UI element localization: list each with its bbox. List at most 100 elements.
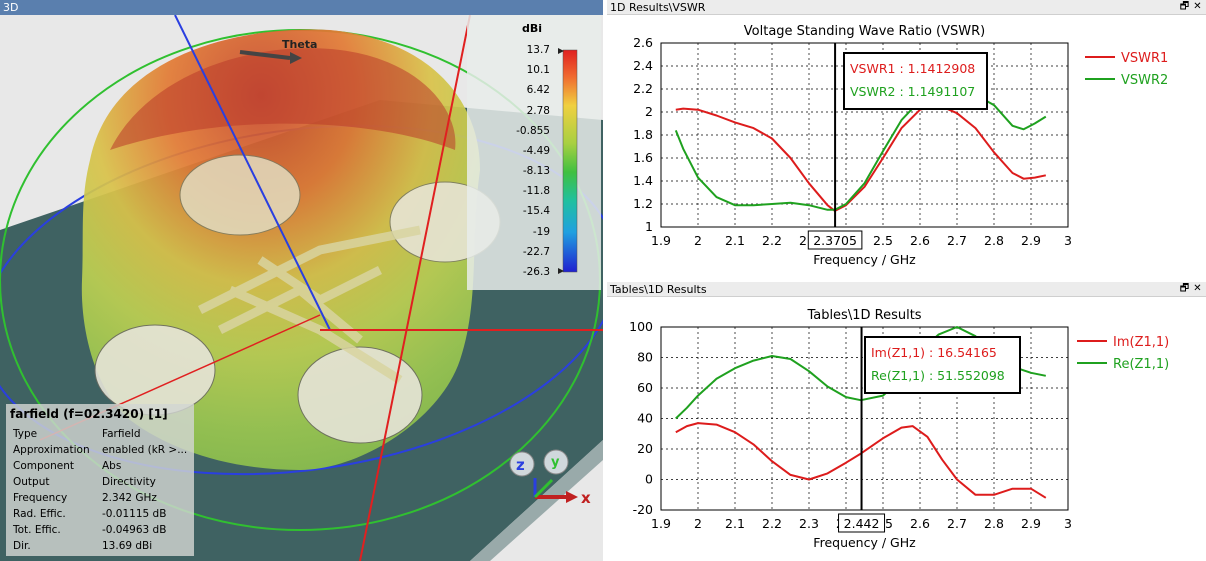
vswr-titlebar: 1D Results\VSWR 🗗 ✕	[607, 0, 1206, 15]
info-row-key: Tot. Effic.	[13, 524, 61, 536]
patch-element-1	[179, 154, 301, 236]
x-tick-label: 3	[1064, 516, 1072, 531]
colorbar	[562, 49, 578, 273]
triad-y-arrow	[533, 478, 554, 499]
3d-view-title: 3D	[3, 1, 19, 14]
theta-label: Theta	[282, 38, 317, 51]
marker-readout-text: VSWR1 : 1.1412908	[850, 61, 975, 76]
farfield-info-box: farfield (f=02.3420) [1] Type Farfield App…	[6, 404, 194, 556]
y-tick-label: 40	[637, 411, 653, 426]
info-row-value: Directivity	[102, 476, 156, 488]
x-tick-label: 2.1	[725, 516, 745, 531]
3d-view-panel[interactable]: 3D	[0, 0, 603, 561]
x-axis-label: Frequency / GHz	[813, 252, 916, 267]
y-tick-label: 1.2	[633, 196, 653, 211]
x-tick-label: 2.8	[984, 516, 1004, 531]
x-tick-label: 2	[694, 516, 702, 531]
info-row-value: 2.342 GHz	[102, 492, 157, 504]
info-row-value: -0.04963 dB	[102, 524, 167, 536]
red-axis-line	[359, 15, 471, 561]
z-axis-line	[174, 15, 331, 331]
farfield-lobe-top	[110, 48, 456, 150]
tables-restore-button[interactable]: 🗗	[1179, 283, 1190, 294]
legend-entry: VSWR1	[1121, 51, 1168, 66]
x-tick-label: 2.8	[984, 233, 1004, 248]
triad-z-bubble	[509, 451, 535, 477]
vswr-panel-title: 1D Results\VSWR	[610, 1, 706, 14]
colorbar-top-marker	[558, 48, 564, 54]
x-tick-label: 2.1	[725, 233, 745, 248]
colorbar-label: -11.8	[522, 185, 550, 198]
colorbar-label: 10.1	[526, 64, 550, 77]
y-tick-label: 60	[637, 380, 653, 395]
info-row-value: -0.01115 dB	[102, 508, 167, 520]
info-row-value: 13.69 dBi	[102, 540, 153, 552]
info-row-key: Rad. Effic.	[13, 508, 66, 520]
tables-chart[interactable]: Tables\1D Results1.922.12.22.32.42.52.62…	[607, 297, 1206, 561]
triad-x-label: x	[581, 489, 591, 507]
y-tick-label: -20	[633, 502, 653, 517]
marker-x-label: 2.442	[844, 516, 880, 531]
triad-y-label: y	[551, 455, 560, 470]
marker-x-box	[838, 513, 886, 533]
info-row-key: Component	[13, 460, 74, 472]
legend-entry: Im(Z1,1)	[1113, 335, 1169, 350]
marker-x-label: 2.3705	[813, 233, 857, 248]
vswr-restore-button[interactable]: 🗗	[1179, 1, 1190, 12]
y-tick-label: 80	[637, 350, 653, 365]
farfield-info-header: farfield (f=02.3420) [1]	[10, 407, 168, 421]
x-tick-label: 2.7	[947, 516, 967, 531]
legend-entry: VSWR2	[1121, 73, 1168, 88]
colorbar-bottom-marker	[558, 268, 564, 274]
marker-readout-text: Im(Z1,1) : 16.54165	[871, 345, 997, 360]
x-tick-label: 2.6	[910, 516, 930, 531]
chart-title: Tables\1D Results	[806, 308, 921, 323]
vswr-close-button[interactable]: ✕	[1193, 1, 1202, 12]
series-line-vswr1	[675, 104, 1047, 212]
3d-view-titlebar: 3D	[0, 0, 603, 15]
x-tick-label: 2	[694, 233, 702, 248]
legend-entry: Re(Z1,1)	[1113, 357, 1169, 372]
colorbar-label: -19	[532, 225, 550, 238]
colorbar-unit: dBi	[522, 22, 543, 35]
x-tick-label: 2.5	[873, 233, 893, 248]
x-axis-label: Frequency / GHz	[813, 535, 916, 550]
y-tick-label: 1.8	[633, 127, 653, 142]
tables-panel[interactable]: Tables\1D Results 🗗 ✕ Tables\1D Results 1…	[607, 282, 1206, 561]
x-tick-label: 2.6	[910, 233, 930, 248]
theta-arrow	[239, 50, 291, 60]
colorbar-label: -26.3	[522, 266, 550, 278]
triad-z-label: z	[516, 456, 525, 474]
y-tick-label: 20	[637, 441, 653, 456]
y-tick-label: 1.6	[633, 150, 653, 165]
triad-y-bubble	[543, 449, 569, 475]
marker-readout-box	[864, 336, 1021, 394]
info-row-key: Type	[13, 428, 38, 440]
chart-title: Voltage Standing Wave Ratio (VSWR)	[744, 24, 985, 39]
colorbar-label: -8.13	[522, 165, 550, 178]
tables-titlebar: Tables\1D Results 🗗 ✕	[607, 282, 1206, 297]
x-tick-label: 2.9	[1021, 516, 1041, 531]
x-tick-label: 2.2	[762, 516, 782, 531]
y-tick-label: 100	[629, 319, 653, 334]
vswr-panel[interactable]: 1D Results\VSWR 🗗 ✕ Voltage Standing Wav…	[607, 0, 1206, 281]
theta-arrowhead	[290, 52, 302, 64]
info-row-key: Approximation	[13, 444, 90, 456]
colorbar-label: -22.7	[522, 245, 550, 258]
series-line-vswr2	[674, 90, 1047, 211]
tables-panel-title: Tables\1D Results	[610, 283, 707, 296]
substrate-edge	[470, 440, 603, 561]
colorbar-label: -4.49	[522, 144, 550, 157]
y-tick-label: 1.4	[633, 173, 653, 188]
y-tick-label: 2.6	[633, 35, 653, 50]
colorbar-label: 2.78	[526, 104, 550, 117]
marker-readout-box	[843, 52, 988, 110]
vswr-chart[interactable]: Voltage Standing Wave Ratio (VSWR) 1.9 2 2.…	[607, 15, 1206, 281]
tables-close-button[interactable]: ✕	[1193, 283, 1202, 294]
x-tick-label: 3	[1064, 233, 1072, 248]
x-tick-label: 2.7	[947, 233, 967, 248]
triad-x-arrowhead	[566, 491, 578, 503]
colorbar-label: 13.7	[526, 44, 550, 56]
info-row-key: Frequency	[13, 492, 68, 504]
x-tick-label: 1.9	[651, 233, 671, 248]
